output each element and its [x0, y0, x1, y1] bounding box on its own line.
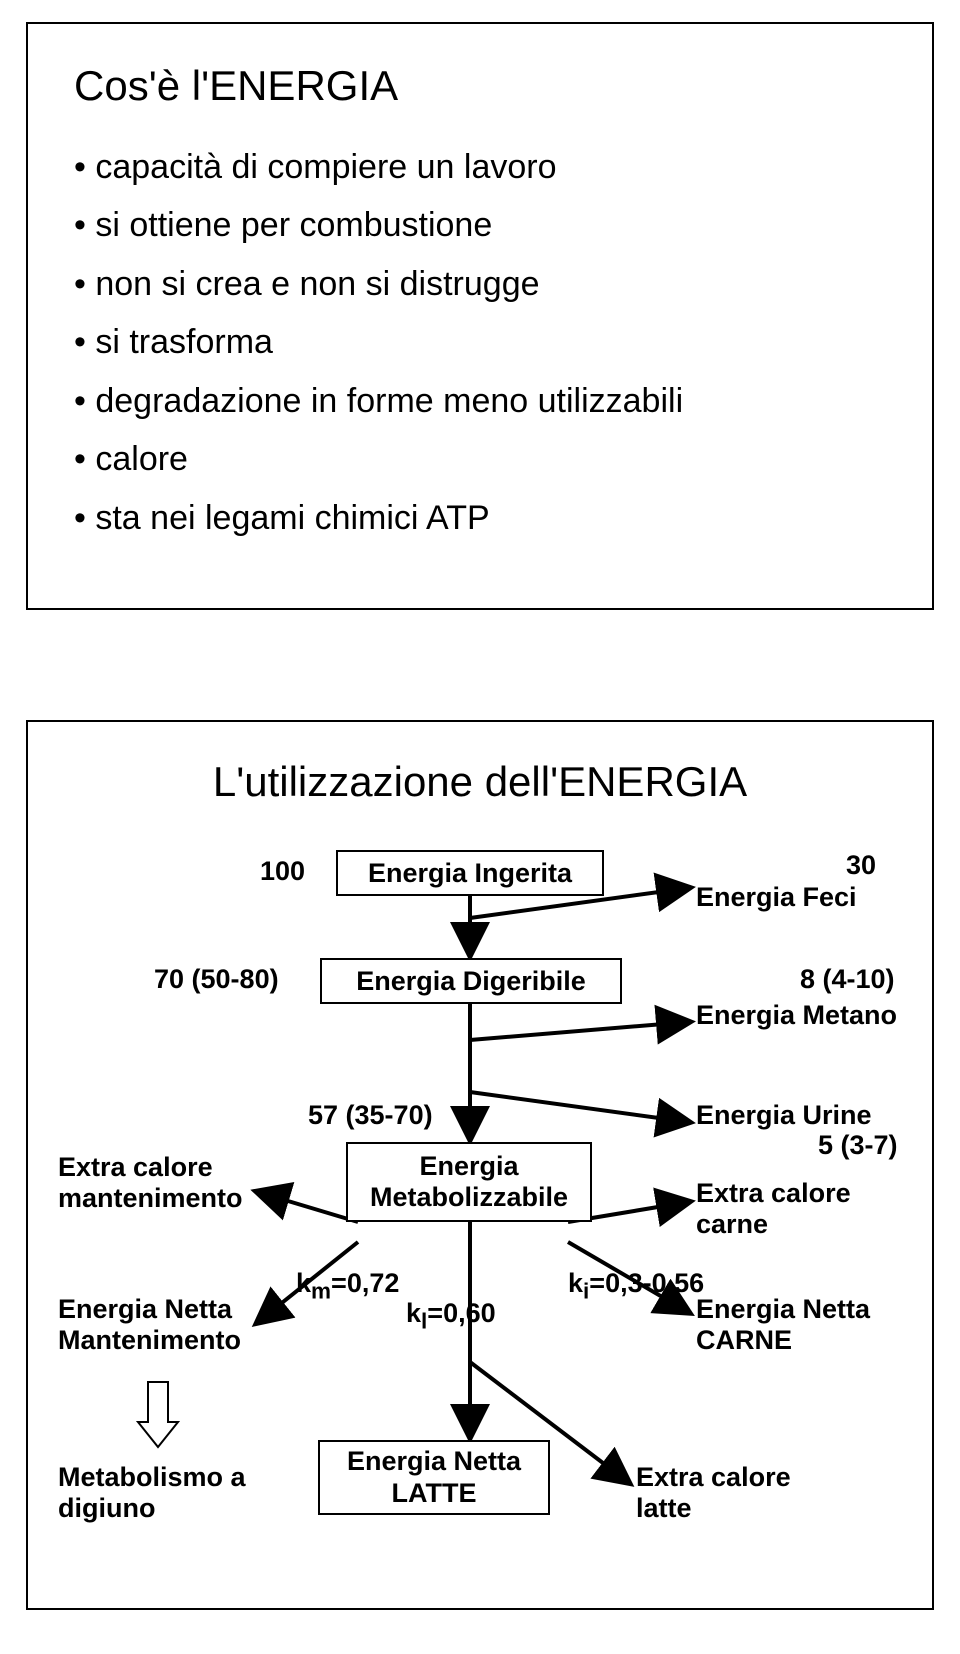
label-extra-mantenimento: Extra calore mantenimento	[58, 1152, 243, 1214]
label-kl: kl=0,60	[406, 1298, 496, 1334]
label-metabolismo-digiuno: Metabolismo a digiuno	[58, 1462, 246, 1524]
slide-1: Cos'è l'ENERGIA capacità di compiere un …	[26, 22, 934, 610]
label-extra-latte: Extra calore latte	[636, 1462, 791, 1524]
box-digeribile: Energia Digeribile	[320, 958, 622, 1004]
bullet-item: sta nei legami chimici ATP	[74, 489, 886, 547]
bullet-item: si trasforma	[74, 313, 886, 371]
box-netta-latte: Energia Netta LATTE	[318, 1440, 550, 1515]
label-metano: Energia Metano	[696, 1000, 897, 1031]
value-100: 100	[260, 856, 305, 887]
slide-2: L'utilizzazione dell'ENERGIA 10	[26, 720, 934, 1610]
label-netta-carne: Energia Netta CARNE	[696, 1294, 870, 1356]
bullet-item: calore	[74, 430, 886, 488]
bullet-item: capacità di compiere un lavoro	[74, 138, 886, 196]
slide1-title: Cos'è l'ENERGIA	[74, 62, 886, 110]
label-extra-carne: Extra calore carne	[696, 1178, 851, 1240]
bullet-item: degradazione in forme meno utilizzabili	[74, 372, 886, 430]
bullet-item: si ottiene per combustione	[74, 196, 886, 254]
bullet-item: non si crea e non si distrugge	[74, 255, 886, 313]
value-30: 30	[846, 850, 876, 881]
label-urine: Energia Urine	[696, 1100, 872, 1131]
value-57: 57 (35-70)	[308, 1100, 433, 1131]
box-ingerita: Energia Ingerita	[336, 850, 604, 896]
label-km: km=0,72	[296, 1268, 399, 1304]
label-feci: Energia Feci	[696, 882, 857, 913]
value-70: 70 (50-80)	[154, 964, 279, 995]
slide1-bullets: capacità di compiere un lavoro si ottien…	[74, 138, 886, 547]
label-ki: ki=0,3-0,56	[568, 1268, 704, 1304]
box-metabolizzabile: Energia Metabolizzabile	[346, 1142, 592, 1222]
value-5: 5 (3-7)	[818, 1130, 898, 1161]
value-8: 8 (4-10)	[800, 964, 895, 995]
label-netta-mantenimento: Energia Netta Mantenimento	[58, 1294, 241, 1356]
